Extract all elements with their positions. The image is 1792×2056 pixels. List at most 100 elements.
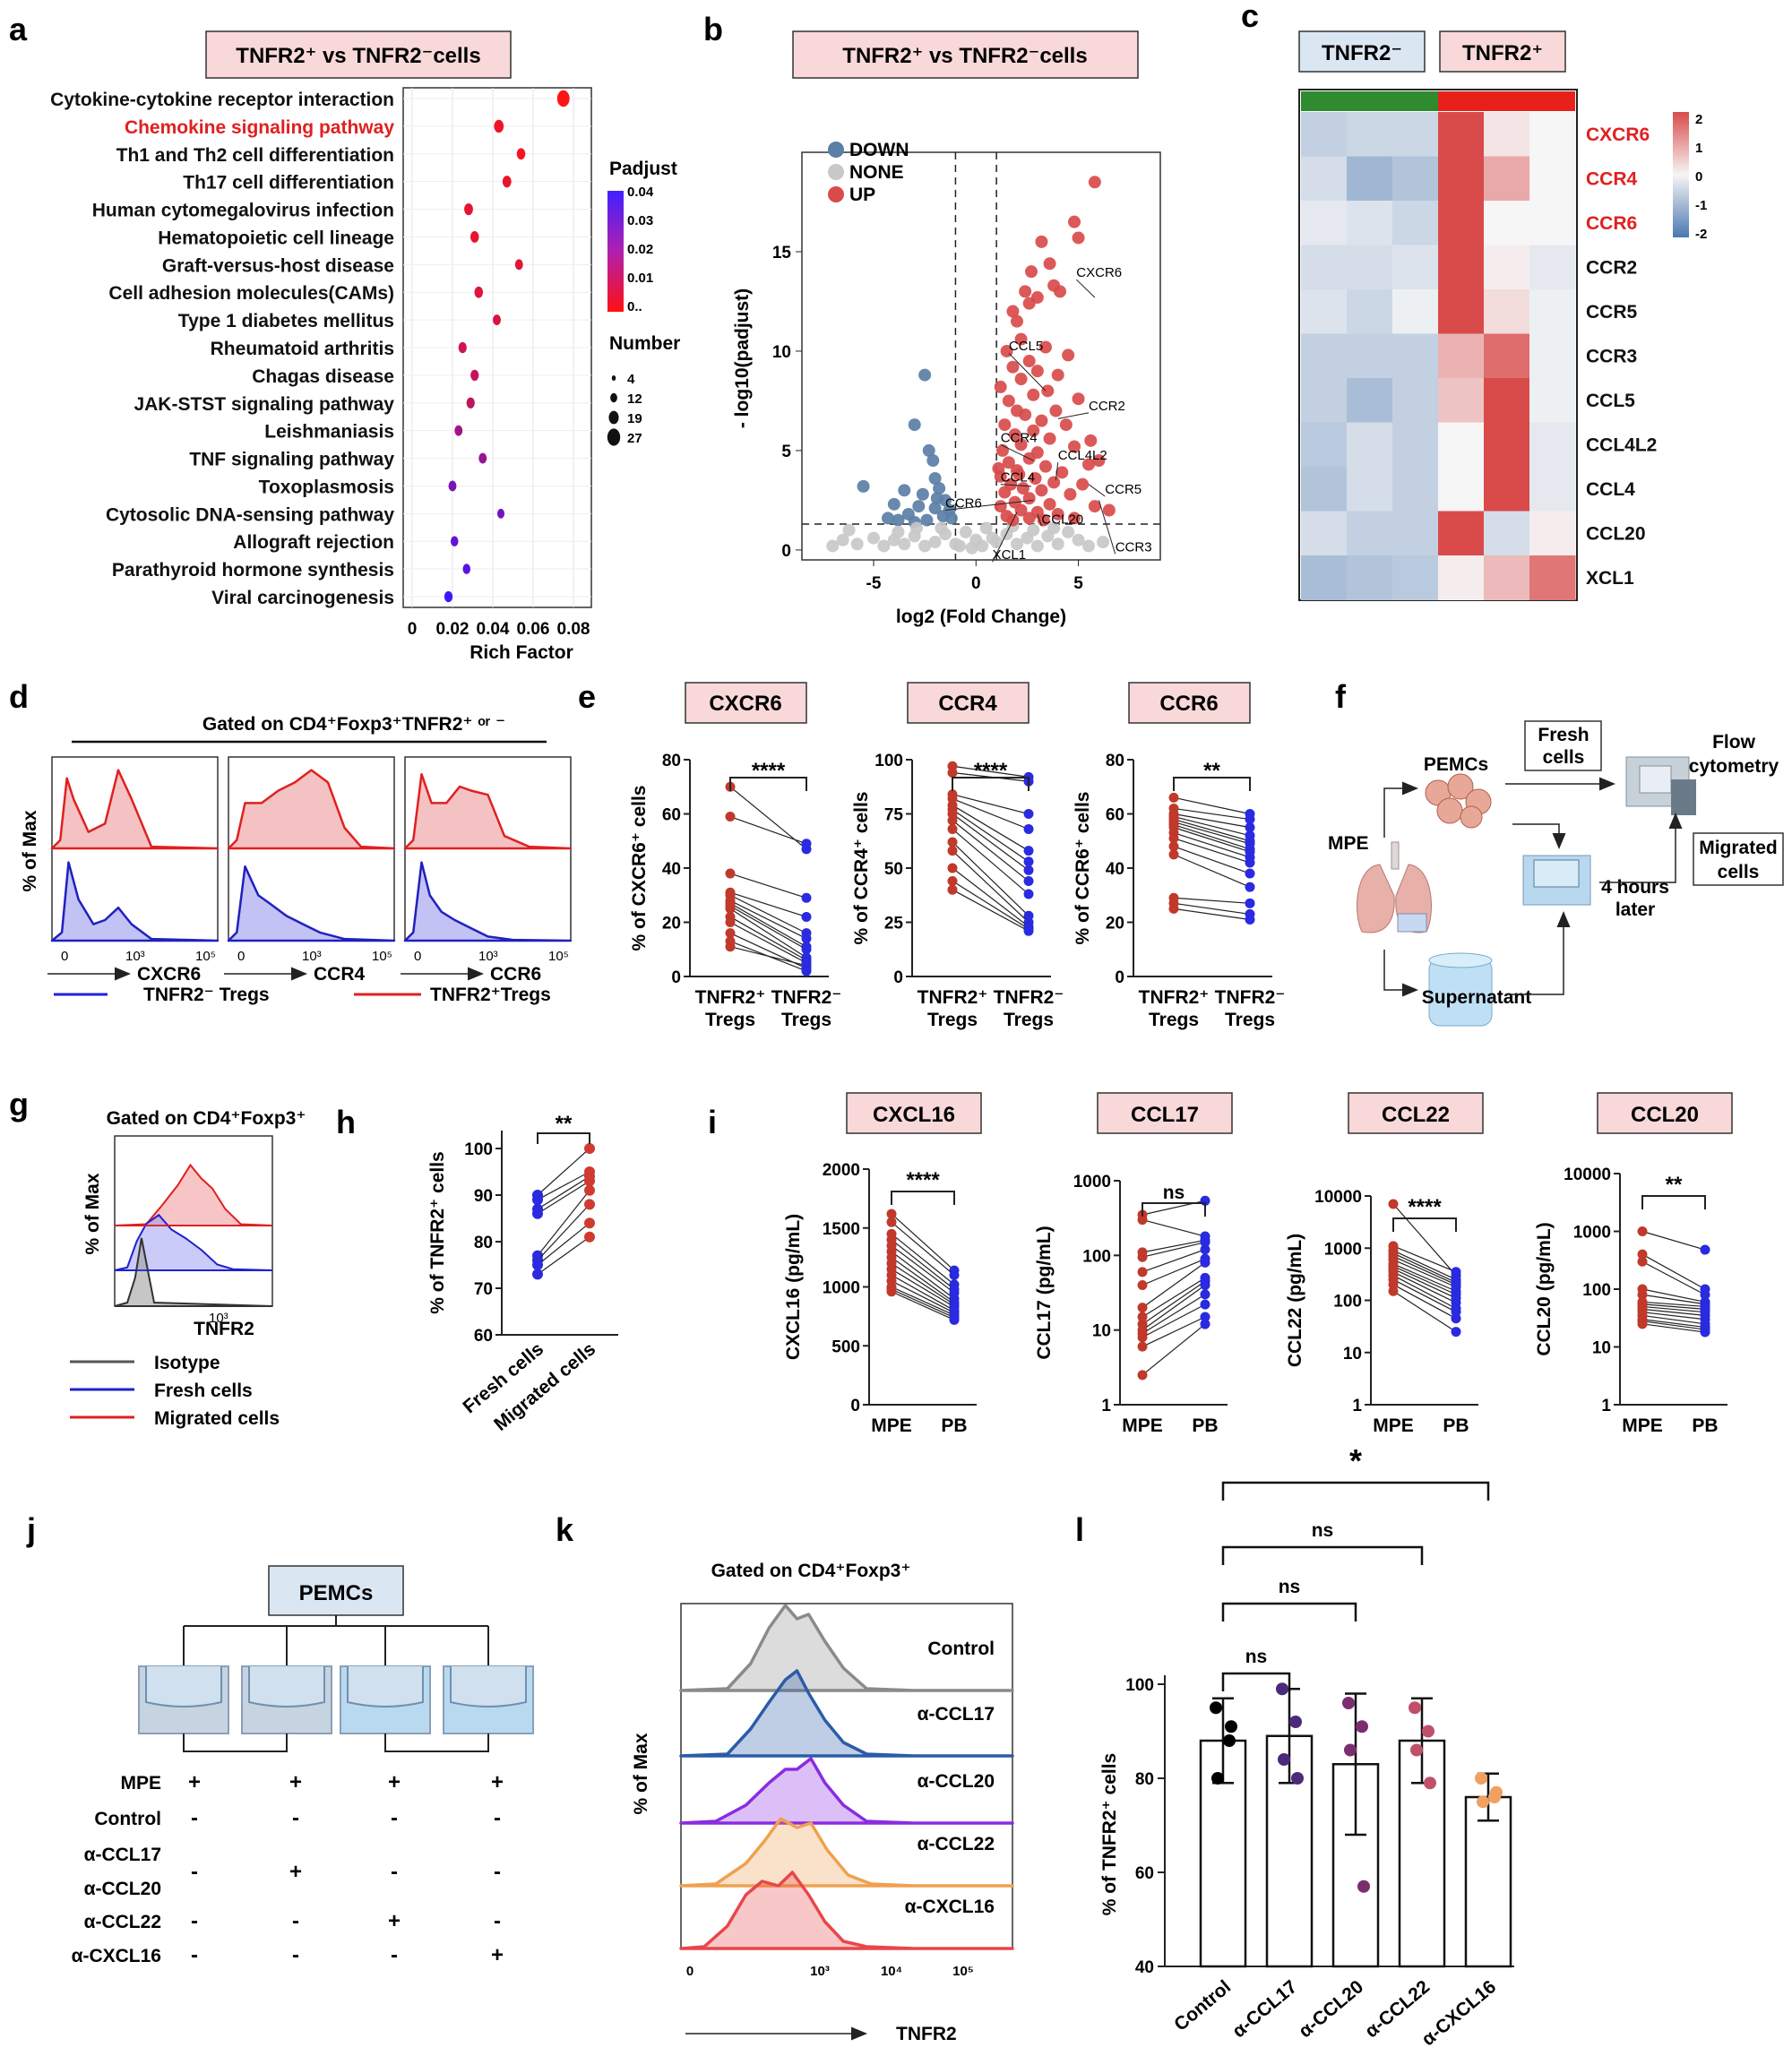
i-ytick: 10 — [1592, 1339, 1611, 1358]
e-ytick: 0 — [893, 968, 903, 987]
panel-a-title: TNFR2⁺ vs TNFR2⁻cells — [236, 44, 480, 68]
panel-letter-h: h — [336, 1104, 356, 1140]
i-xcat: MPE — [1122, 1415, 1163, 1436]
heatmap-cell — [1392, 555, 1439, 600]
b-point-up — [1006, 305, 1020, 318]
heatmap-cell — [1484, 156, 1530, 202]
i-pair-line — [1142, 1258, 1206, 1286]
i-ytick: 1 — [1352, 1397, 1362, 1415]
a-pathway-label: Hematopoietic cell lineage — [158, 228, 394, 248]
e-xcat: TNFR2⁻ — [994, 987, 1064, 1008]
k-xtick: 0 — [686, 1964, 694, 1979]
b-point-down — [918, 368, 932, 382]
i-pair-line — [1392, 1252, 1457, 1284]
e-point-pos — [947, 815, 958, 826]
colorbar-tick: -2 — [1695, 227, 1707, 242]
e-ytick: 25 — [884, 915, 904, 933]
a-dot — [464, 202, 473, 216]
e-ytick: 20 — [662, 915, 681, 933]
heatmap-cell — [1438, 467, 1485, 512]
number-legend-title: Number — [609, 333, 680, 354]
panel-d: d Gated on CD4⁺Foxp3⁺TNFR2⁺ ᵒʳ ⁻ % of Ma… — [9, 678, 573, 1005]
i-ytick: 0 — [850, 1397, 860, 1415]
b-point-none — [1027, 523, 1040, 537]
panel-c: c TNFR2⁻ TNFR2⁺ CXCR6 CCR4 CCR6 CCR2 CCR5 CCR… — [1241, 0, 1707, 601]
a-pathway-label: Parathyroid hormone synthesis — [112, 560, 394, 581]
tnfr2-pos-box — [1439, 30, 1566, 73]
a-dot — [458, 341, 467, 354]
i-point-mpe — [1137, 1370, 1148, 1381]
i-point-pb — [1451, 1267, 1461, 1277]
i-point-pb — [1700, 1327, 1710, 1338]
e-point-neg — [1023, 865, 1034, 875]
heatmap-cell — [1529, 156, 1576, 202]
b-point-up — [1068, 512, 1081, 525]
i-pair-line — [1641, 1320, 1706, 1330]
d-xtick: 0 — [414, 949, 421, 964]
i-title: CXCL16 — [873, 1103, 955, 1127]
heatmap-cell — [1529, 378, 1576, 423]
heatmap-cell — [1301, 156, 1348, 202]
k-track-label: α-CCL22 — [918, 1834, 995, 1854]
i-pair-line — [1142, 1294, 1206, 1334]
i-sig-bracket — [891, 1191, 955, 1205]
i-pair-line — [1142, 1277, 1206, 1318]
panel-e: e CXCR6 0 20 40 60 80 % of CXCR6⁺ cells **** TNF… — [578, 678, 1285, 1030]
l-point — [1223, 1734, 1236, 1747]
b-point-up — [1102, 503, 1116, 517]
e-sig: **** — [752, 759, 786, 783]
panel-g-histogram: 10³ — [114, 1135, 273, 1326]
b-point-up — [1035, 235, 1048, 248]
b-point-up — [1014, 332, 1028, 346]
i-pair-line — [1142, 1261, 1206, 1309]
l-sig-bracket — [1221, 1672, 1291, 1691]
i-ytick: 10000 — [1314, 1188, 1362, 1207]
i-pair-line — [1641, 1260, 1706, 1295]
panel-g: g Gated on CD4⁺Foxp3⁺ % of Max 10³ TNFR2… — [9, 1086, 306, 1429]
d-marker-label: CCR4 — [314, 964, 365, 985]
b-gene-label: CCL20 — [1041, 512, 1083, 527]
e-point-pos — [947, 837, 958, 847]
heatmap-cell — [1347, 201, 1393, 245]
j-cell: - — [494, 1909, 501, 1933]
i-point-mpe — [886, 1286, 897, 1297]
d-marker-label: CXCR6 — [137, 964, 201, 985]
heatmap-row-label: CCL4 — [1586, 479, 1635, 500]
j-cell: + — [289, 1770, 302, 1794]
b-point-up — [1076, 477, 1090, 491]
e-point-pos — [947, 884, 958, 895]
heatmap-colorbar-ticks: 2 1 0 -1 -2 — [1695, 112, 1707, 242]
j-cell: + — [289, 1860, 302, 1884]
heatmap-cell — [1301, 467, 1348, 512]
i-ytick: 1000 — [1073, 1173, 1111, 1191]
i-pair-line — [1392, 1259, 1457, 1288]
e-pair-line — [1173, 854, 1251, 888]
heatmap-cell — [1438, 422, 1485, 468]
panel-k-ylabel: % of Max — [631, 1733, 651, 1814]
l-point — [1342, 1697, 1355, 1709]
i-pair-line — [1641, 1305, 1706, 1313]
b-gene-leader — [992, 512, 1018, 563]
panel-k-histograms: Control α-CCL17 α-CCL20 α-CCL22 α-CXCL16 — [679, 1604, 1014, 1950]
i-pair-line — [891, 1213, 955, 1271]
j-cell: + — [188, 1770, 201, 1794]
heatmap-cell — [1392, 245, 1439, 290]
a-dot — [474, 286, 484, 298]
e-pair-line — [1173, 807, 1251, 821]
heatmap-row-label: XCL1 — [1586, 568, 1634, 589]
e-point-pos — [725, 868, 736, 879]
b-point-up — [1019, 408, 1032, 421]
i-ytick: 2000 — [823, 1161, 860, 1180]
g-hist-isotype — [114, 1237, 273, 1307]
panel-b-ticks: -5 0 5 0 5 10 15 — [772, 244, 1083, 593]
i-pair-line — [891, 1221, 955, 1276]
flow-cytometer-icon — [1625, 756, 1696, 815]
b-point-up — [1027, 388, 1040, 401]
i-pair-line — [1641, 1314, 1706, 1325]
e-point-neg — [1023, 846, 1034, 856]
e-point-neg — [801, 960, 812, 971]
arrow-migrated-flow — [1599, 813, 1683, 883]
heatmap-cell — [1484, 333, 1530, 379]
heatmap-cell — [1347, 467, 1393, 512]
